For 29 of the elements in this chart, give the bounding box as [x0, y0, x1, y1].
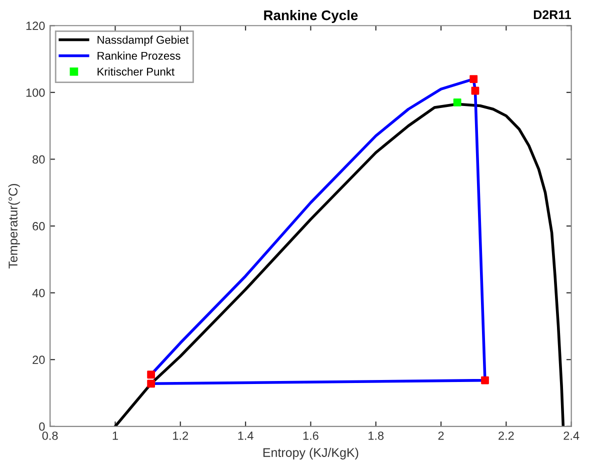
x-tick-label: 2 — [438, 432, 444, 440]
x-tick-label: 2.4 — [564, 432, 580, 440]
legend-label: Nassdampf Gebiet — [98, 36, 189, 46]
y-axis-title: Temperatur(°C) — [8, 184, 20, 269]
legend-label: Kritischer Punkt — [98, 67, 174, 76]
point — [147, 370, 156, 379]
point — [453, 98, 462, 106]
y-tick-label: 100 — [26, 88, 45, 97]
x-tick-label: 1.6 — [303, 432, 318, 440]
chart-title: Rankine Cycle — [264, 10, 358, 23]
point — [471, 86, 480, 95]
text: D2R11 — [534, 10, 571, 20]
point — [481, 376, 489, 384]
point — [147, 380, 156, 388]
x-tick-label: 1 — [112, 432, 118, 440]
x-tick-label: 1.8 — [368, 432, 384, 440]
y-tick-label: 40 — [32, 288, 45, 298]
x-tick-label: 2.2 — [498, 432, 514, 440]
y-tick-label: 20 — [32, 356, 45, 364]
x-tick-label: 1.2 — [173, 432, 188, 440]
y-tick-label: 120 — [26, 22, 45, 30]
y-tick-label: 60 — [32, 222, 45, 230]
x-tick-label: 0.8 — [42, 432, 58, 440]
y-tick-label: 0 — [39, 422, 45, 431]
point — [470, 75, 478, 84]
x-axis-title: Entropy (KJ/KgK) — [263, 448, 358, 460]
x-tick-label: 1.4 — [238, 432, 254, 440]
y-tick-label: 80 — [32, 155, 45, 164]
legend-label: Rankine Prozess — [98, 52, 180, 60]
